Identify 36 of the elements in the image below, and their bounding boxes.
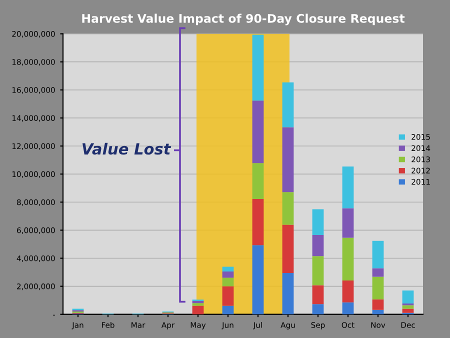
bar (192, 306, 204, 314)
bar (402, 305, 414, 309)
bar (372, 276, 384, 300)
bar (372, 240, 384, 268)
bar (372, 299, 384, 310)
bar (222, 272, 234, 278)
bar (312, 234, 324, 256)
bar (222, 266, 234, 272)
bar (282, 192, 294, 225)
bar (282, 82, 294, 128)
chart-title: Harvest Value Impact of 90-Day Closure Request (82, 14, 405, 26)
bar (252, 199, 264, 246)
bar (342, 280, 354, 302)
bar (222, 306, 234, 314)
bar (312, 304, 324, 314)
bar (312, 285, 324, 304)
bar (342, 208, 354, 238)
bar (372, 268, 384, 277)
bar (222, 286, 234, 306)
bar (282, 127, 294, 192)
bar (402, 308, 414, 313)
bar (252, 245, 264, 314)
bar (402, 290, 414, 304)
bar (222, 278, 234, 286)
bar (312, 256, 324, 286)
bar (282, 272, 294, 314)
bar (252, 163, 264, 200)
bar (252, 34, 264, 101)
bar (342, 302, 354, 314)
bar (342, 166, 354, 208)
bar (252, 100, 264, 164)
bar (192, 303, 204, 306)
annotation: Value Lost (82, 142, 172, 155)
bar (282, 224, 294, 273)
bar (312, 209, 324, 235)
bar (342, 238, 354, 281)
